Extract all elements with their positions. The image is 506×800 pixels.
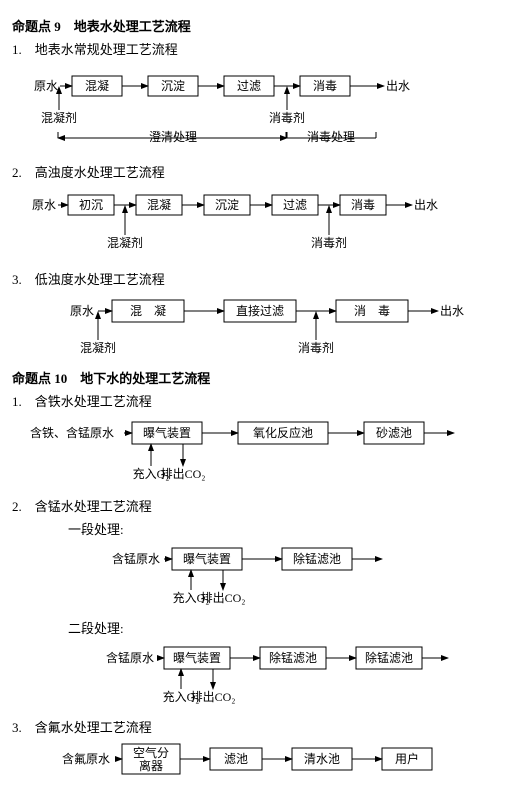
label: 排出CO₂ <box>191 690 236 704</box>
label: 含锰原水 <box>112 551 160 566</box>
flow-diagram: 含氟原水 空气分离器 滤池 清水池 用户 <box>12 740 494 780</box>
box-clear-label: 清水池 <box>304 752 340 766</box>
span1: 澄清处理 <box>149 129 197 144</box>
item-title: 3. 低浊度水处理工艺流程 <box>12 269 494 288</box>
section-title: 命题点 10 地下水的处理工艺流程 <box>12 368 494 387</box>
label: 离器 <box>139 758 163 773</box>
label: 含氟原水 <box>62 751 110 766</box>
box-sed-label: 沉淀 <box>215 198 239 212</box>
subflow-prefix: 二段处理: <box>42 618 494 637</box>
subflow-prefix: 一段处理: <box>42 519 494 538</box>
label: 消毒剂 <box>311 235 347 250</box>
item-title: 2. 高浊度水处理工艺流程 <box>12 162 494 181</box>
box-aer-label: 曝气装置 <box>183 551 231 566</box>
flow-diagram: 含锰原水曝气装置除锰滤池充入O₂排出CO₂ <box>42 542 494 608</box>
item-title: 1. 地表水常规处理工艺流程 <box>12 39 494 58</box>
box-mix-label: 混凝 <box>85 78 109 93</box>
box-mn2-label: 除锰滤池 <box>365 650 413 665</box>
box-sed-label: 沉淀 <box>161 79 185 93</box>
label: 排出CO₂ <box>201 591 246 605</box>
item-title: 1. 含铁水处理工艺流程 <box>12 391 494 410</box>
box-mn1-label: 除锰滤池 <box>269 650 317 665</box>
box-filter-label: 直接过滤 <box>236 303 284 318</box>
out-label: 出水 <box>386 79 410 93</box>
box-mix-label: 混凝 <box>147 197 171 212</box>
label: 消毒剂 <box>298 340 334 355</box>
label: 原水 <box>32 198 56 212</box>
in-label: 原水 <box>34 79 58 93</box>
box-mix-label: 混 凝 <box>130 303 166 318</box>
item-title: 3. 含氟水处理工艺流程 <box>12 717 494 736</box>
box-aer-label: 曝气装置 <box>143 425 191 440</box>
box-pre-label: 初沉 <box>79 198 103 212</box>
box-filter-label: 滤池 <box>224 752 248 766</box>
label: 混凝剂 <box>80 340 116 355</box>
flow-diagram: 原水 混凝 沉淀 过滤 消毒 出水混凝剂 消毒剂澄清处理 消毒处理 <box>12 62 494 152</box>
box-oxi-label: 氧化反应池 <box>253 425 313 440</box>
label: 混凝剂 <box>107 235 143 250</box>
label: 出水 <box>440 304 464 318</box>
item-title: 2. 含锰水处理工艺流程 <box>12 496 494 515</box>
label: 含锰原水 <box>106 650 154 665</box>
box-dis-label: 消毒 <box>313 79 337 93</box>
label: 空气分 <box>133 745 169 760</box>
flow-diagram: 含锰原水曝气装置除锰滤池除锰滤池充入O₂排出CO₂ <box>42 641 494 707</box>
label: 出水 <box>414 198 438 212</box>
label: 含铁、含锰原水 <box>30 425 114 440</box>
box-dis-label: 消 毒 <box>354 304 390 318</box>
flow-diagram: 含铁、含锰原水曝气装置氧化反应池砂滤池充入O₂排出CO₂ <box>12 414 494 486</box>
box-filter-label: 过滤 <box>283 198 307 212</box>
box-filter-label: 过滤 <box>237 79 261 93</box>
span2: 消毒处理 <box>307 130 355 144</box>
section-title: 命题点 9 地表水处理工艺流程 <box>12 16 494 35</box>
flow-diagram: 原水 初沉 混凝 沉淀 过滤 消毒 出水混凝剂 消毒剂 <box>12 185 494 259</box>
box-dis-label: 消毒 <box>351 198 375 212</box>
box-user-label: 用户 <box>395 751 419 766</box>
label: 原水 <box>70 304 94 318</box>
agent1: 混凝剂 <box>41 110 77 125</box>
box-sand-label: 砂滤池 <box>376 426 412 440</box>
label: 排出CO₂ <box>161 467 206 481</box>
agent2: 消毒剂 <box>269 110 305 125</box>
box-mn-label: 除锰滤池 <box>293 551 341 566</box>
flow-diagram: 原水 混 凝 直接过滤 消 毒 出水混凝剂 消毒剂 <box>12 292 494 358</box>
box-aer-label: 曝气装置 <box>173 650 221 665</box>
